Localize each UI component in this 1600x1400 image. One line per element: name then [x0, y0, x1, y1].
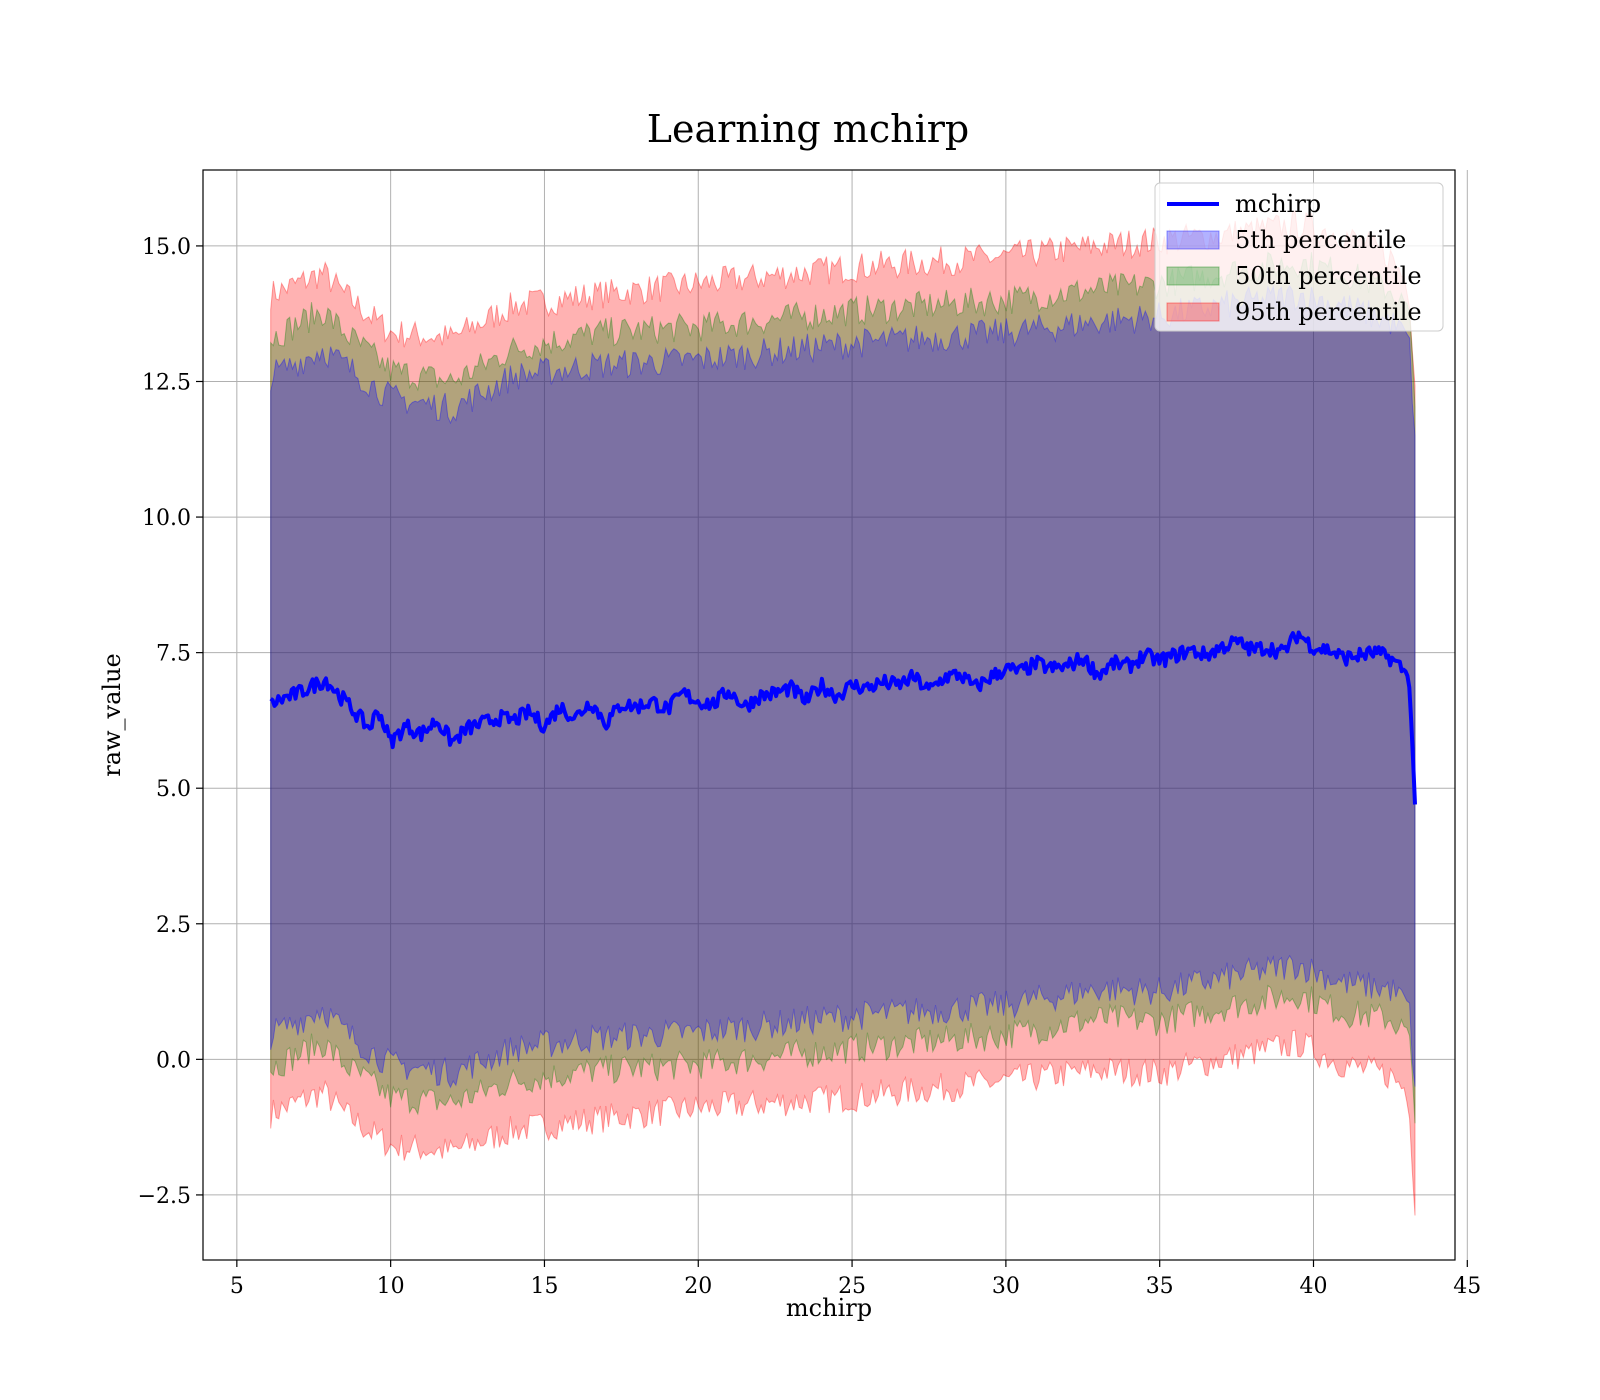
- legend-box: [1154, 182, 1444, 332]
- legend-label: 95th percentile: [1235, 298, 1422, 326]
- legend-label: mchirp: [1235, 190, 1321, 218]
- legend-label: 5th percentile: [1235, 226, 1406, 254]
- mchirp-line: [269, 630, 1417, 805]
- x-tick-label: 25: [838, 1274, 866, 1299]
- x-tick-label: 30: [992, 1274, 1020, 1299]
- x-axis-label: mchirp: [786, 1294, 872, 1322]
- x-axis-ticks: 5 10 15 20 25 30 35 40 45: [230, 1260, 1481, 1299]
- y-tick-label: 7.5: [156, 642, 191, 667]
- x-tick-label: 15: [530, 1274, 558, 1299]
- plot-area: [203, 170, 1468, 1260]
- percentile-bands: [270, 210, 1416, 1216]
- x-tick-label: 20: [684, 1274, 712, 1299]
- x-tick-label: 5: [230, 1274, 244, 1299]
- mchirp-series: [269, 630, 1417, 805]
- legend-label: 50th percentile: [1235, 262, 1422, 290]
- legend: mchirp 5th percentile 50th percentile 95th …: [1154, 182, 1444, 332]
- y-tick-label: 2.5: [156, 913, 191, 938]
- y-axis-label: raw_value: [98, 653, 126, 777]
- grid: [203, 170, 1468, 1260]
- y-tick-label: 15.0: [142, 235, 191, 260]
- y-tick-label: 12.5: [142, 370, 191, 395]
- x-tick-label: 40: [1299, 1274, 1327, 1299]
- y-axis-ticks: −2.5 0.0 2.5 5.0 7.5 10.0 12.5 15.0: [138, 235, 203, 1209]
- axes-frame: [202, 169, 1456, 1261]
- x-tick-label: 45: [1453, 1274, 1481, 1299]
- y-tick-label: 5.0: [156, 777, 191, 802]
- band-5th-percentile: [270, 284, 1416, 1089]
- legend-swatch-95th-percentile: [1166, 302, 1220, 322]
- legend-swatch-5th-percentile: [1166, 230, 1220, 250]
- x-tick-label: 35: [1146, 1274, 1174, 1299]
- y-tick-label: 10.0: [142, 506, 191, 531]
- band-50th-percentile: [270, 251, 1416, 1124]
- y-tick-label: 0.0: [156, 1048, 191, 1073]
- legend-swatch-50th-percentile: [1166, 266, 1220, 286]
- band-95th-percentile: [270, 210, 1416, 1216]
- chart-title: Learning mchirp: [647, 107, 969, 151]
- y-tick-label: −2.5: [138, 1184, 191, 1209]
- x-tick-label: 10: [377, 1274, 405, 1299]
